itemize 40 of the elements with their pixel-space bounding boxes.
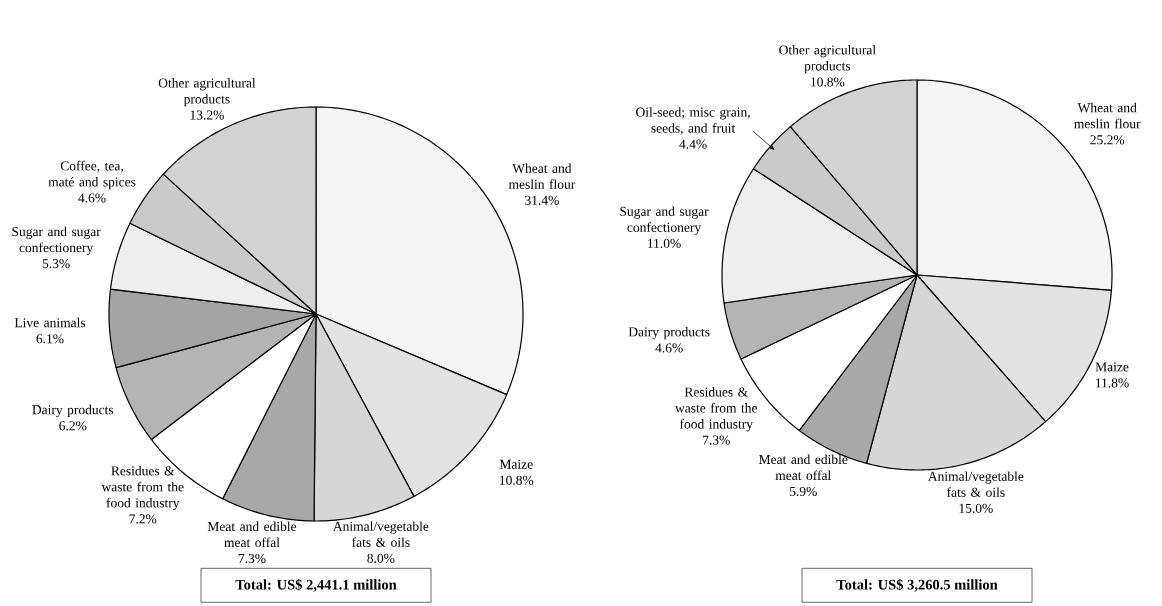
slice-label: Animal/vegetable fats & oils bbox=[333, 521, 429, 547]
data-label: 7.3% bbox=[703, 435, 730, 445]
data-label: 7.3% bbox=[238, 553, 266, 564]
data-label: 4.6% bbox=[655, 343, 683, 353]
data-label: 11.0% bbox=[648, 238, 681, 248]
data-label: 5.9% bbox=[789, 486, 817, 497]
data-label: 6.2% bbox=[59, 421, 87, 431]
data-label: 8.0% bbox=[367, 553, 395, 563]
data-label: 6.1% bbox=[36, 334, 64, 344]
slice-label: Other agricultural products bbox=[779, 45, 876, 74]
data-label: 7.2% bbox=[129, 514, 157, 524]
slice-label: Maize bbox=[499, 459, 533, 469]
data-label: 15.0% bbox=[959, 503, 993, 513]
data-label: 11.8% bbox=[1096, 378, 1129, 388]
slice-label: Sugar and sugar confectionery bbox=[620, 206, 709, 235]
data-label: 31.4% bbox=[525, 195, 559, 205]
slice-label: Wheat and meslin flour bbox=[508, 163, 576, 189]
slice-label: Residues & waste from the food industry bbox=[675, 387, 758, 432]
text: Total: US$ 3,260.5 million bbox=[836, 578, 998, 592]
slice-label: Live animals bbox=[14, 317, 86, 328]
slice-label: Meat and edible meat offal bbox=[207, 521, 297, 548]
data-label: 13.2% bbox=[190, 110, 224, 120]
data-label: 25.2% bbox=[1090, 135, 1125, 145]
slice-label: Oil-seed; misc grain, seeds, and fruit bbox=[636, 107, 750, 135]
slice-label: Wheat and meslin flour bbox=[1074, 102, 1141, 129]
data-label: 4.6% bbox=[78, 193, 106, 203]
data-label: 5.3% bbox=[42, 259, 70, 269]
slice-label: Other agricultural products bbox=[158, 78, 256, 107]
slice-label: Residues & waste from the food industry bbox=[101, 465, 184, 511]
slice-label: Dairy products bbox=[628, 326, 710, 340]
data-label: 10.8% bbox=[500, 475, 534, 485]
data-label: 4.4% bbox=[679, 139, 707, 149]
slice-label: Sugar and sugar confectionery bbox=[12, 226, 101, 255]
slice-label: Meat and edible meat offal bbox=[759, 454, 848, 481]
data-label: 10.8% bbox=[811, 77, 845, 87]
slice-label: Maize bbox=[1095, 362, 1129, 372]
slice-label: Dairy products bbox=[32, 404, 114, 418]
text: Total: US$ 2,441.1 million bbox=[235, 578, 397, 592]
slice-label: Coffee, tea, maté and spices bbox=[48, 160, 136, 190]
slice-label: Animal/vegetable fats & oils bbox=[927, 471, 1024, 497]
